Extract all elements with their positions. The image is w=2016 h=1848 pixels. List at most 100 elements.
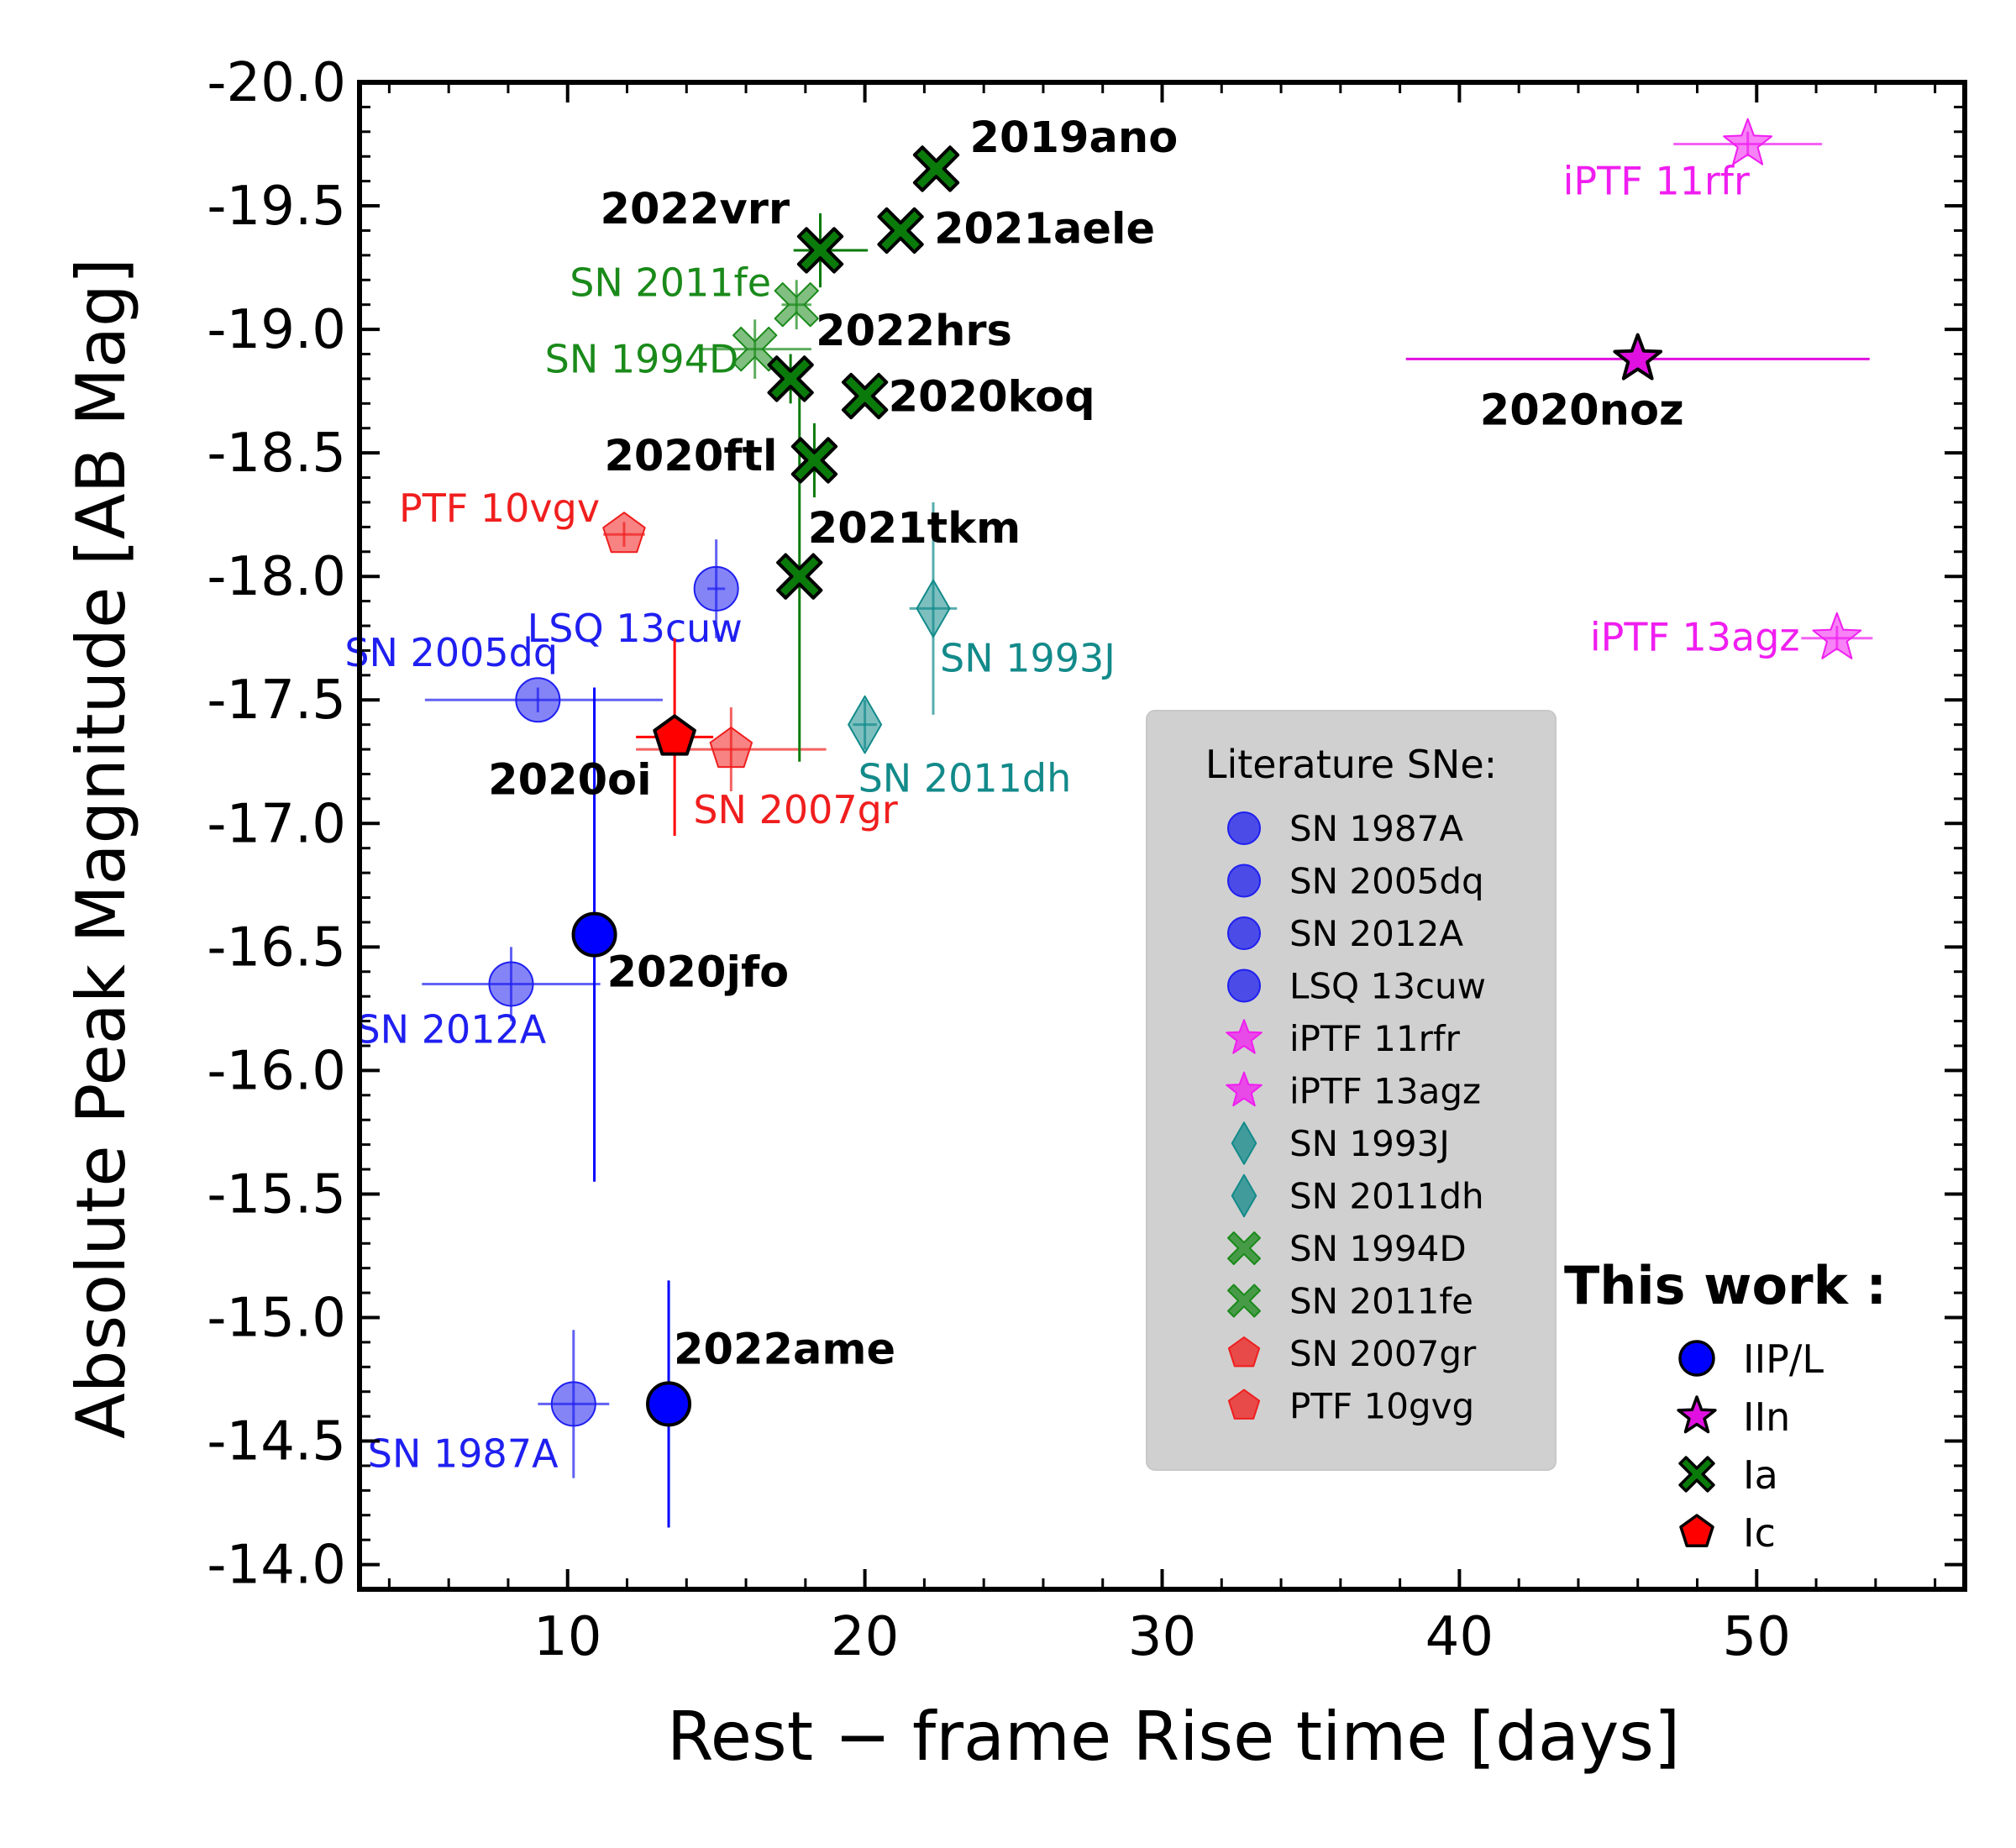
label-2020oi: 2020oi bbox=[488, 755, 651, 805]
point-2020ftl bbox=[790, 437, 838, 484]
legend-label-sn-2007gr: SN 2007gr bbox=[1289, 1333, 1477, 1374]
label-ptf-10gvg: PTF 10vgv bbox=[399, 486, 600, 531]
legend-marker-sn-2007gr bbox=[1227, 1336, 1261, 1368]
label-2020ftl: 2020ftl bbox=[604, 432, 777, 481]
x-axis-label: Rest − frame Rise time [days] bbox=[667, 1698, 1680, 1776]
y-tick-label: -14.5 bbox=[207, 1411, 346, 1473]
label-sn-2007gr: SN 2007gr bbox=[693, 787, 897, 832]
label-iptf-11rfr: iPTF 11rfr bbox=[1563, 159, 1750, 204]
legend-label-sn-2005dq: SN 2005dq bbox=[1289, 861, 1484, 902]
x-tick-label: 30 bbox=[1128, 1606, 1196, 1668]
legend-marker-sn-1987a bbox=[1227, 811, 1261, 845]
point-sn-2007gr bbox=[709, 727, 753, 769]
this-work-marker-iip-l bbox=[1678, 1340, 1715, 1377]
y-tick-label: -17.5 bbox=[207, 669, 346, 732]
legend-marker-iptf-11rfr bbox=[1226, 1019, 1263, 1054]
point-2020noz bbox=[1613, 333, 1663, 381]
literature-legend: Literature SNe: SN 1987A SN 2005dq SN 2012A… bbox=[1146, 710, 1557, 1471]
y-tick-label: -16.0 bbox=[207, 1040, 346, 1102]
axes: 10 20 30 40 50 -20.0 -19.5 -19.0 -18.5 -18.0 -17.5… bbox=[207, 52, 1967, 1668]
legend-label-sn-2011dh: SN 2011dh bbox=[1289, 1176, 1484, 1217]
x-tick-label: 20 bbox=[831, 1606, 899, 1668]
y-tick-label: -15.5 bbox=[207, 1163, 346, 1226]
point-lsq-13cuw bbox=[693, 565, 739, 612]
point-iptf-13agz bbox=[1812, 612, 1862, 659]
point-2020oi bbox=[653, 714, 696, 756]
label-2020jfo: 2020jfo bbox=[607, 948, 790, 998]
point-iptf-11rfr bbox=[1723, 118, 1773, 165]
label-2021aele: 2021aele bbox=[934, 204, 1155, 254]
legend-marker-ptf-10gvg bbox=[1227, 1389, 1261, 1420]
this-work-label-ia: Ia bbox=[1743, 1452, 1778, 1498]
this-work-legend: This work : IIP/L IIn Ia Ic bbox=[1564, 1255, 1887, 1556]
x-tick-label: 50 bbox=[1723, 1606, 1791, 1668]
label-2020noz: 2020noz bbox=[1480, 386, 1684, 435]
label-2021tkm: 2021tkm bbox=[808, 504, 1021, 554]
point-sn-2011dh bbox=[848, 695, 883, 754]
legend-label-iptf-11rfr: iPTF 11rfr bbox=[1289, 1018, 1461, 1059]
legend-label-sn-2012a: SN 2012A bbox=[1289, 913, 1463, 954]
legend-label-sn-1993j: SN 1993J bbox=[1289, 1123, 1450, 1164]
point-ptf-10gvg bbox=[602, 512, 646, 554]
label-2022ame: 2022ame bbox=[674, 1325, 895, 1374]
legend-label-sn-2011fe: SN 2011fe bbox=[1289, 1281, 1473, 1322]
this-work-label-iin: IIn bbox=[1743, 1394, 1790, 1440]
label-sn-2011fe: SN 2011fe bbox=[570, 260, 771, 306]
literature-labels: SN 1987A SN 2005dq SN 2012A LSQ 13cuw iPTF 1… bbox=[344, 159, 1799, 1477]
y-tick-label: -18.0 bbox=[207, 546, 346, 608]
point-sn-2012a bbox=[488, 961, 534, 1007]
legend-marker-lsq-13cuw bbox=[1227, 969, 1261, 1003]
point-sn-1993j bbox=[916, 579, 951, 638]
y-tick-label: -19.0 bbox=[207, 299, 346, 361]
point-sn-2011fe bbox=[774, 282, 819, 328]
point-2019ano bbox=[912, 145, 960, 192]
this-work-legend-title: This work : bbox=[1564, 1255, 1887, 1316]
literature-points bbox=[488, 118, 1862, 1427]
label-sn-2005dq: SN 2005dq bbox=[344, 630, 558, 675]
point-2022vrr bbox=[796, 227, 844, 274]
y-tick-label: -18.5 bbox=[207, 423, 346, 485]
y-tick-label: -16.5 bbox=[207, 916, 346, 979]
legend-label-sn-1994d: SN 1994D bbox=[1289, 1228, 1467, 1269]
y-tick-label: -14.0 bbox=[207, 1535, 346, 1597]
y-axis-label: Absolute Peak Magnitude [AB Mag] bbox=[62, 258, 140, 1439]
point-2021aele bbox=[877, 207, 924, 255]
point-sn-2005dq bbox=[515, 677, 561, 723]
y-tick-label: -15.0 bbox=[207, 1287, 346, 1349]
point-sn-1987a bbox=[550, 1381, 596, 1427]
legend-marker-sn-2011fe bbox=[1227, 1284, 1261, 1318]
point-2022hrs bbox=[767, 355, 814, 402]
legend-marker-iptf-13agz bbox=[1226, 1071, 1263, 1107]
legend-label-lsq-13cuw: LSQ 13cuw bbox=[1289, 966, 1486, 1007]
point-sn-1994d bbox=[732, 326, 778, 372]
point-2020jfo bbox=[571, 911, 617, 958]
legend-title: Literature SNe: bbox=[1205, 742, 1497, 787]
label-sn-2011dh: SN 2011dh bbox=[858, 756, 1072, 801]
label-2020koq: 2020koq bbox=[889, 373, 1095, 423]
legend-label-sn-1987a: SN 1987A bbox=[1289, 808, 1463, 849]
label-sn-1993j: SN 1993J bbox=[940, 635, 1116, 680]
legend-box bbox=[1146, 710, 1557, 1471]
this-work-marker-ic bbox=[1679, 1514, 1714, 1547]
this-work-marker-ia bbox=[1678, 1456, 1715, 1493]
label-sn-1987a: SN 1987A bbox=[368, 1431, 559, 1476]
legend-label-iptf-13agz: iPTF 13agz bbox=[1289, 1071, 1481, 1112]
label-iptf-13agz: iPTF 13agz bbox=[1590, 615, 1800, 660]
legend-marker-sn-2005dq bbox=[1227, 864, 1261, 898]
this-work-points bbox=[571, 145, 1663, 1427]
y-tick-label: -19.5 bbox=[207, 176, 346, 238]
label-sn-2012a: SN 2012A bbox=[355, 1006, 546, 1052]
point-2020koq bbox=[841, 372, 889, 420]
x-tick-label: 40 bbox=[1425, 1606, 1494, 1668]
point-2021tkm bbox=[776, 553, 823, 600]
label-lsq-13cuw: LSQ 13cuw bbox=[528, 606, 743, 651]
label-sn-1994d: SN 1994D bbox=[545, 337, 739, 382]
legend-label-ptf-10gvg: PTF 10gvg bbox=[1289, 1386, 1474, 1427]
legend-marker-sn-2012a bbox=[1227, 916, 1261, 950]
legend-marker-sn-1993j bbox=[1231, 1121, 1257, 1165]
label-2022vrr: 2022vrr bbox=[601, 185, 790, 234]
legend-marker-sn-2011dh bbox=[1231, 1173, 1257, 1218]
this-work-labels: 2019ano 2021aele 2022vrr 2022hrs 2020koq 2020… bbox=[488, 113, 1684, 1374]
label-2022hrs: 2022hrs bbox=[816, 307, 1012, 356]
